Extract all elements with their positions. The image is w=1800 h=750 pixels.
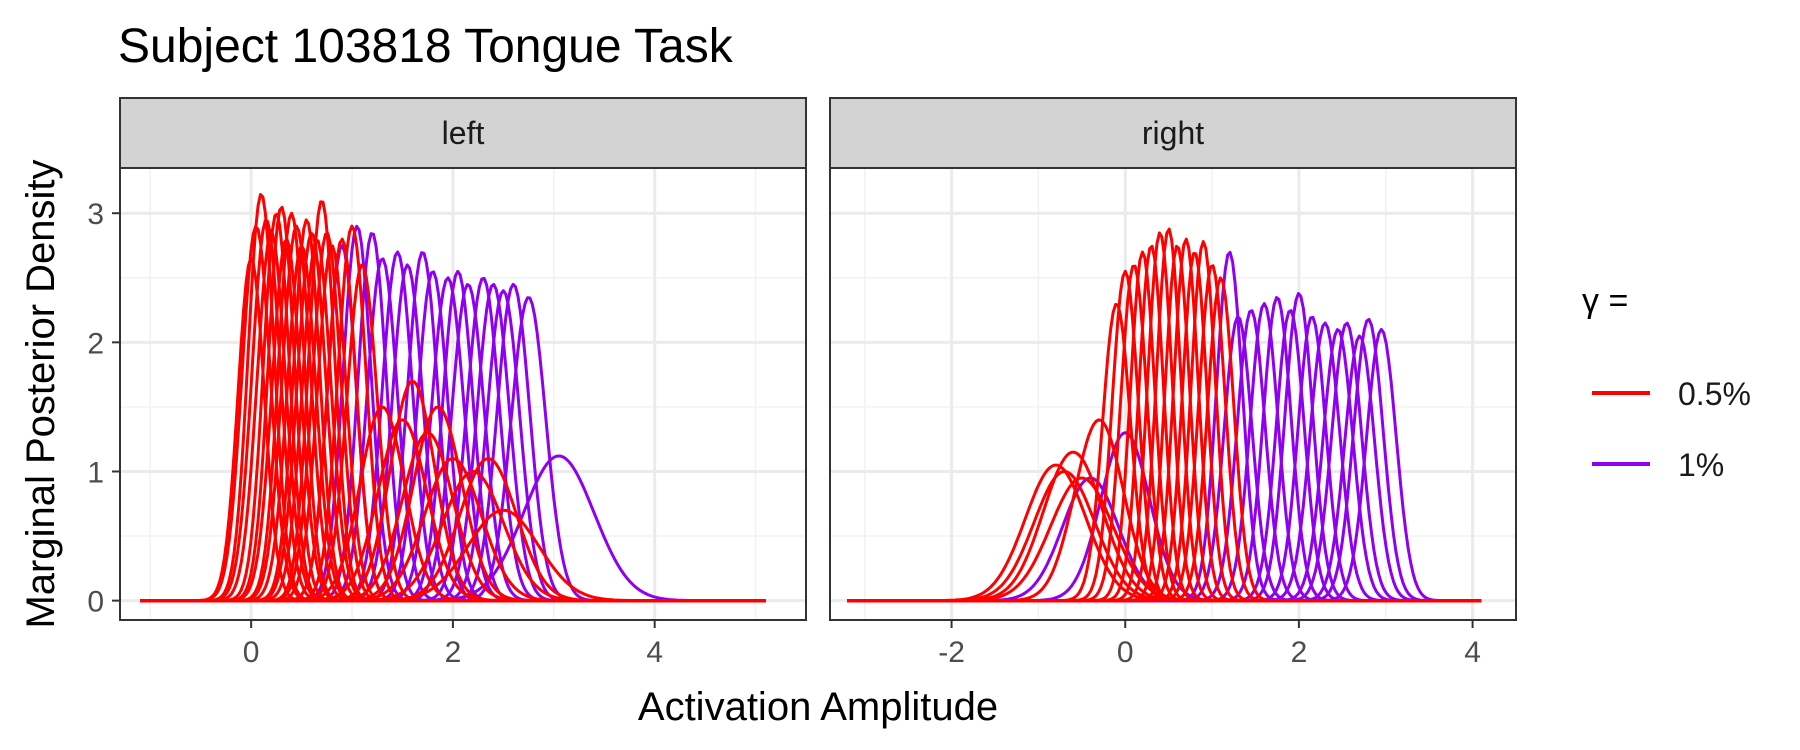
chart-title: Subject 103818 Tongue Task bbox=[118, 20, 734, 73]
legend: γ = 0.5% 1% bbox=[1582, 282, 1751, 483]
legend-title: γ = bbox=[1582, 282, 1628, 320]
y-tick-label: 3 bbox=[87, 198, 104, 231]
strip-left-label: left bbox=[442, 115, 485, 151]
strip-right-label: right bbox=[1142, 115, 1204, 151]
y-tick-label: 2 bbox=[87, 327, 104, 360]
x-tick-label: 2 bbox=[445, 636, 462, 669]
y-axis-label: Marginal Posterior Density bbox=[19, 159, 63, 628]
x-tick-label: 0 bbox=[243, 636, 260, 669]
density-curve-0-5-percent bbox=[847, 276, 1482, 603]
x-axis-label: Activation Amplitude bbox=[638, 685, 998, 729]
x-tick-label: 4 bbox=[1464, 636, 1481, 669]
y-tick-label: 0 bbox=[87, 586, 104, 619]
plot-right-border bbox=[829, 167, 1517, 621]
panel-left: left 0 1 2 3 0 2 4 bbox=[87, 97, 807, 669]
x-tick-label: 4 bbox=[646, 636, 663, 669]
x-tick-label: 2 bbox=[1291, 636, 1308, 669]
strip-left-bg bbox=[119, 97, 807, 169]
curves-left bbox=[140, 193, 766, 603]
plot-left-border bbox=[119, 167, 807, 621]
x-tick-label: 0 bbox=[1117, 636, 1134, 669]
strip-right-bg bbox=[829, 97, 1517, 169]
legend-label-0-5-percent: 0.5% bbox=[1678, 376, 1751, 412]
density-curve-0-5-percent bbox=[140, 508, 766, 603]
x-tick-label: -2 bbox=[938, 636, 965, 669]
x-axis-left: 0 2 4 bbox=[243, 620, 663, 669]
y-tick-label: 1 bbox=[87, 456, 104, 489]
legend-label-1-percent: 1% bbox=[1678, 447, 1724, 483]
y-axis-left: 0 1 2 3 bbox=[87, 198, 120, 619]
curves-right bbox=[847, 227, 1482, 603]
panel-right: right -2 0 2 4 bbox=[829, 97, 1517, 669]
x-axis-right: -2 0 2 4 bbox=[938, 620, 1481, 669]
